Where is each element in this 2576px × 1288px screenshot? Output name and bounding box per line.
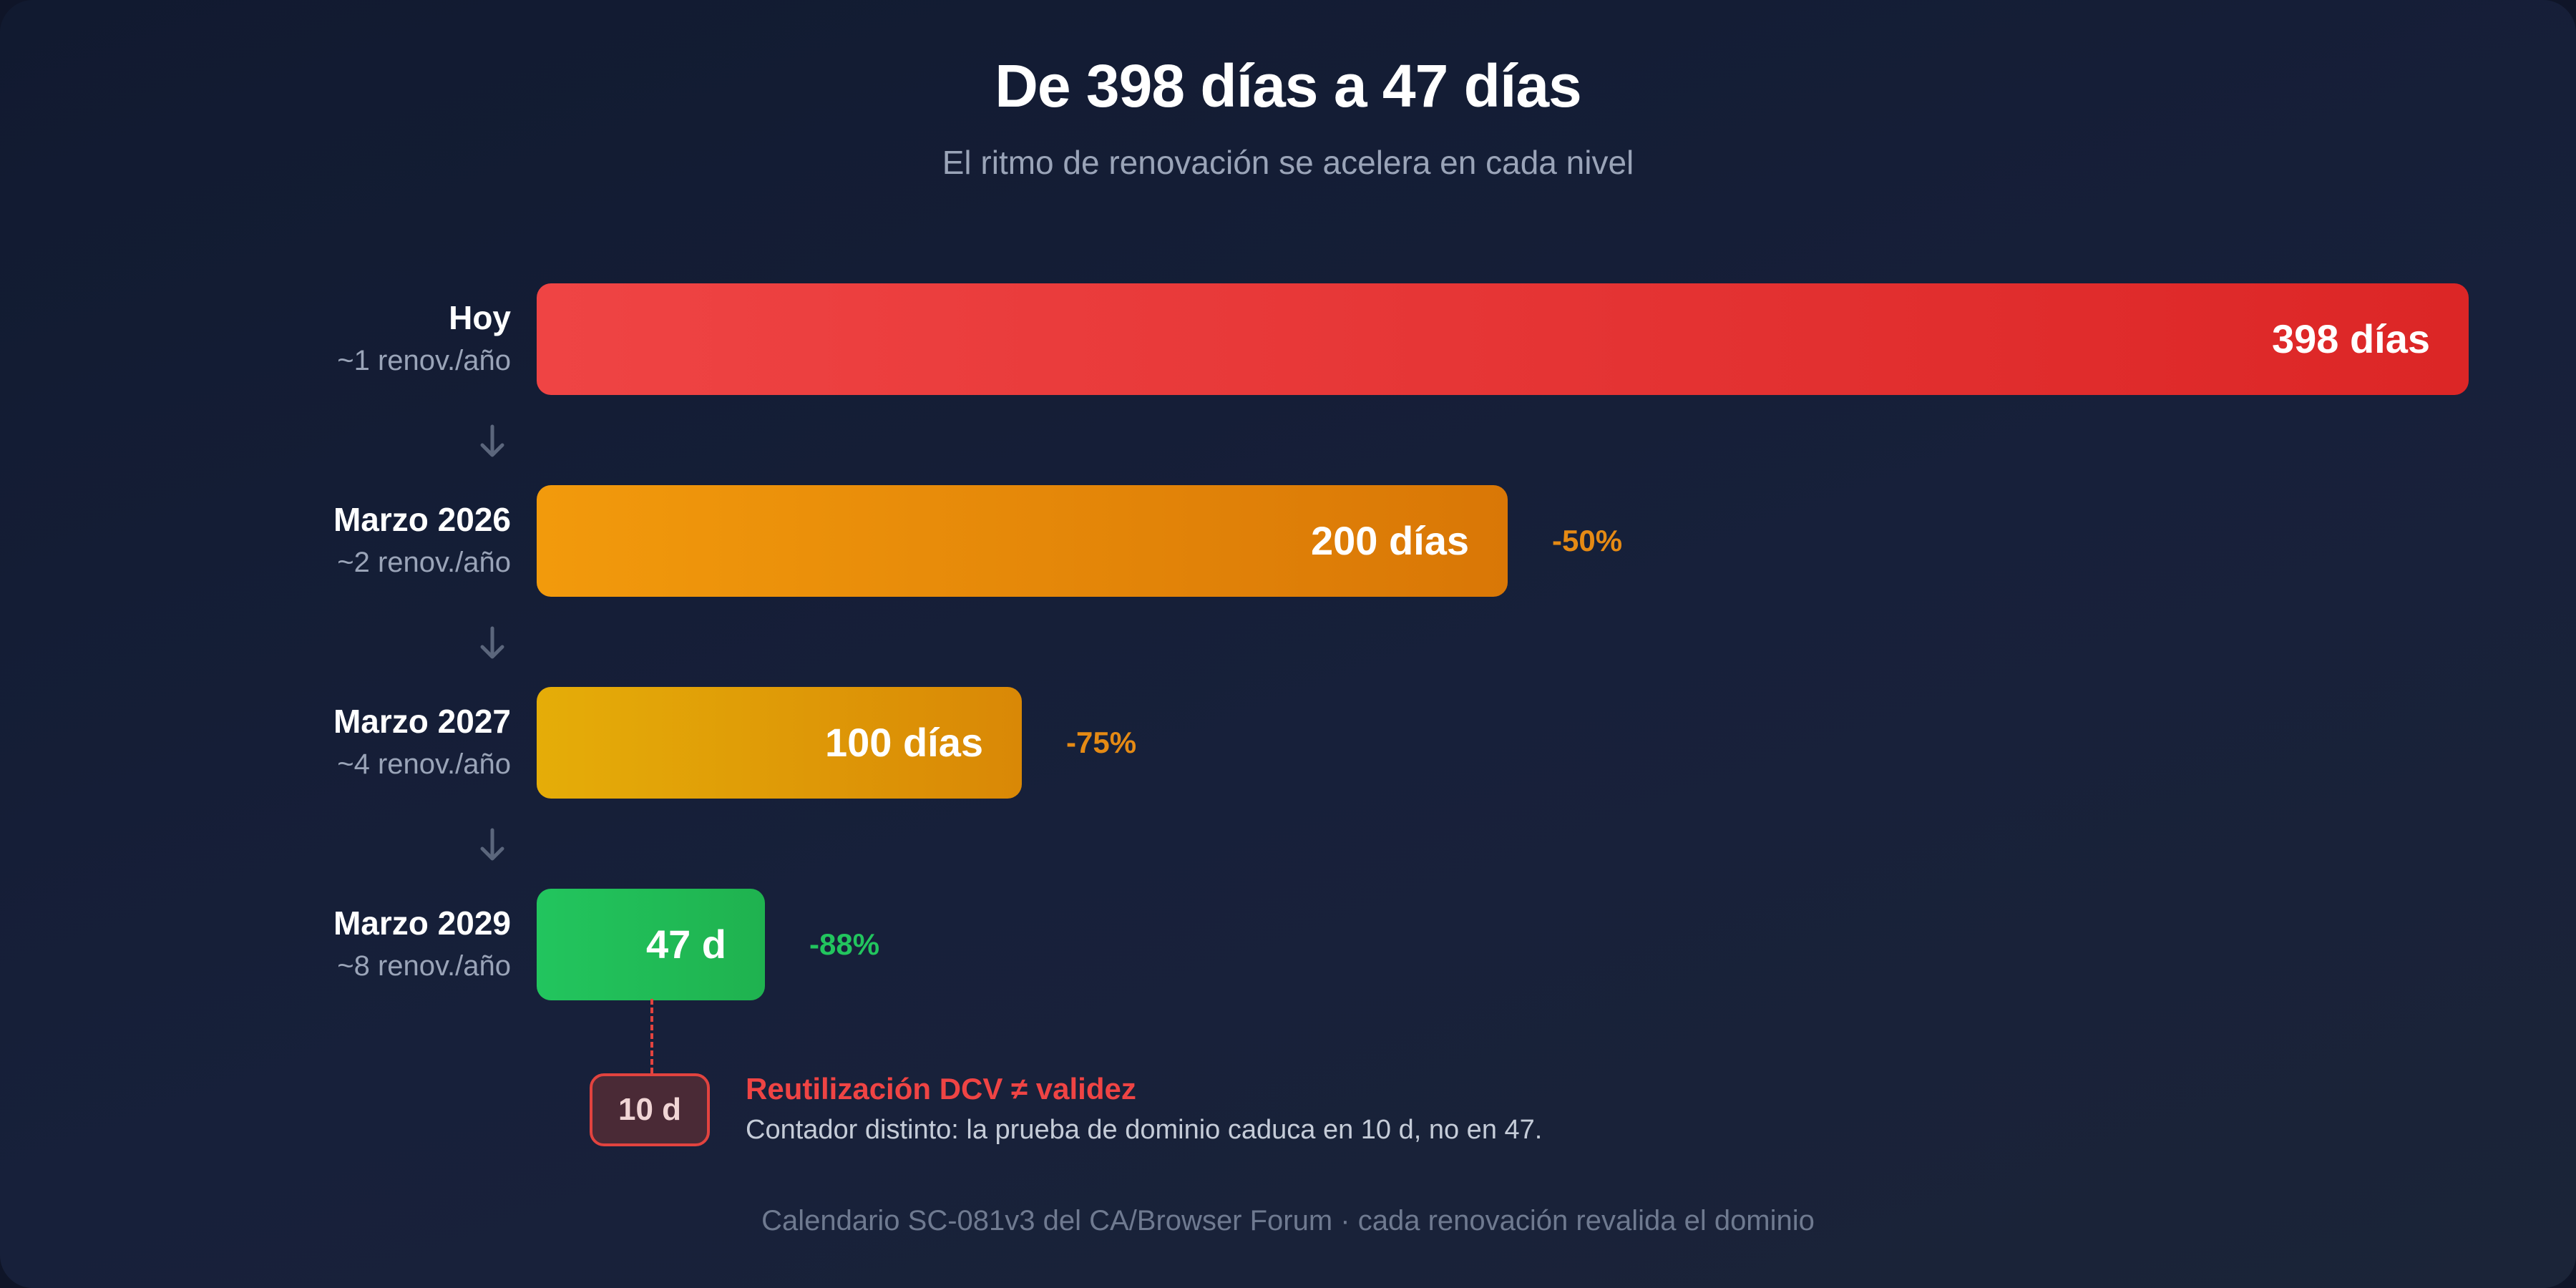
chart-footer: Calendario SC-081v3 del CA/Browser Forum… — [761, 1205, 1815, 1236]
bar-value-label: 100 días — [824, 720, 983, 765]
category-label: Marzo 2029 — [333, 904, 511, 942]
delta-label: -50% — [1552, 524, 1623, 557]
dcv-connector-line — [650, 999, 653, 1073]
chart-subtitle: El ritmo de renovación se acelera en cad… — [942, 144, 1634, 181]
renewal-rate-label: ~8 renov./año — [337, 950, 511, 982]
dcv-badge: 10 d — [590, 1073, 710, 1146]
row-label: Hoy ~1 renov./año — [82, 296, 511, 382]
arrow-down-icon — [480, 424, 504, 457]
bar: 100 días — [537, 687, 1022, 799]
bar-value-label: 398 días — [2271, 316, 2430, 361]
arrow-down-icon — [480, 828, 504, 861]
row-label: Marzo 2029 ~8 renov./año — [82, 902, 511, 987]
category-label: Hoy — [449, 299, 511, 336]
renewal-rate-label: ~4 renov./año — [337, 748, 511, 780]
dcv-description: Contador distinto: la prueba de dominio … — [746, 1115, 1543, 1145]
bar-value-label: 200 días — [1310, 518, 1469, 563]
category-label: Marzo 2026 — [333, 501, 511, 538]
category-label: Marzo 2027 — [333, 703, 511, 740]
delta-label: -75% — [1066, 726, 1137, 759]
arrow-down-icon — [480, 626, 504, 659]
renewal-rate-label: ~1 renov./año — [337, 345, 511, 376]
bar: 398 días — [537, 283, 2469, 395]
row-label: Marzo 2027 ~4 renov./año — [82, 700, 511, 786]
row-label: Marzo 2026 ~2 renov./año — [82, 498, 511, 584]
dcv-title: Reutilización DCV ≠ validez — [746, 1072, 1136, 1106]
bar: 200 días — [537, 485, 1508, 597]
renewal-rate-label: ~2 renov./año — [337, 547, 511, 578]
bar-value-label: 47 d — [645, 922, 726, 967]
chart-title: De 398 días a 47 días — [995, 52, 1582, 119]
bar: 47 d — [537, 889, 765, 1000]
delta-label: -88% — [809, 927, 880, 961]
